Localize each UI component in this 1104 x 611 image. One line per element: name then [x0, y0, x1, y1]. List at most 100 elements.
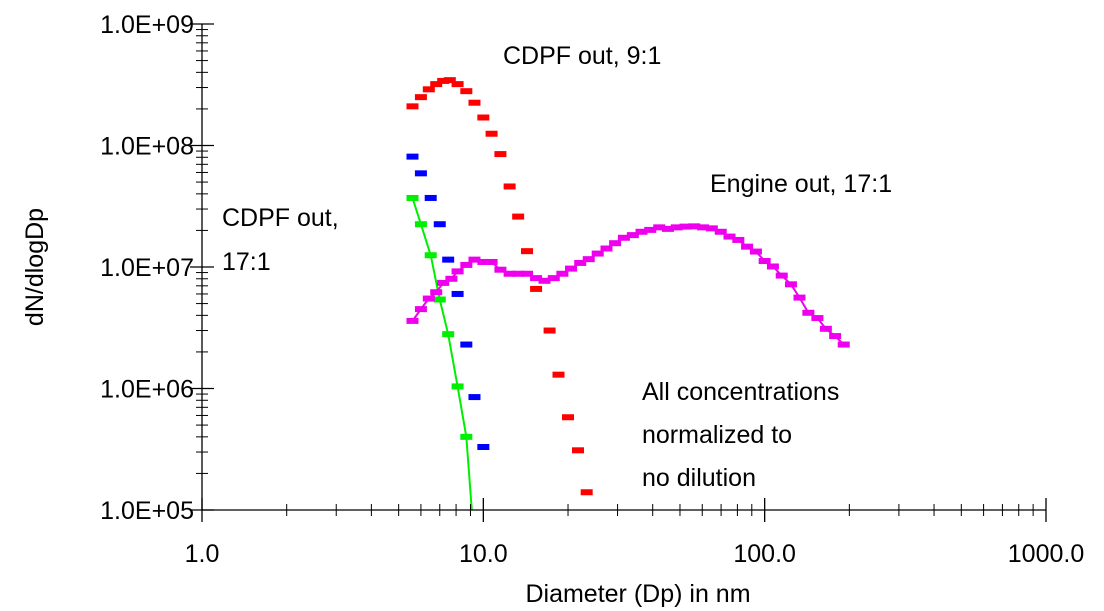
data-point [406, 317, 419, 324]
annotation-line: normalized to [642, 421, 792, 449]
data-point [468, 394, 481, 401]
data-point [556, 270, 569, 277]
data-point [705, 225, 718, 232]
data-point [406, 194, 419, 201]
data-point [503, 270, 516, 277]
data-point [802, 309, 815, 316]
x-tick-label: 10.0 [459, 540, 508, 568]
annotation-cdpf-9-1: CDPF out, 9:1 [503, 42, 661, 70]
data-point [451, 290, 464, 297]
annotation-line: no dilution [642, 464, 756, 492]
y-tick-label: 1.0E+05 [100, 497, 194, 525]
data-point [468, 256, 481, 263]
series-1 [406, 153, 490, 450]
data-point [477, 114, 490, 121]
data-point [445, 275, 458, 282]
data-point [414, 94, 427, 101]
data-point [714, 228, 727, 235]
series-3 [406, 223, 850, 348]
data-point [547, 275, 560, 282]
data-point [477, 258, 490, 265]
y-tick-label: 1.0E+08 [100, 133, 194, 161]
data-point [443, 77, 456, 84]
data-point [414, 306, 427, 313]
annotation-engine-out: Engine out, 17:1 [710, 170, 892, 198]
y-tick-label: 1.0E+07 [100, 254, 194, 282]
annotation-line: Engine out, 17:1 [710, 170, 892, 198]
data-point [723, 233, 736, 240]
data-point [437, 279, 450, 286]
y-axis-title: dN/dlogDp [21, 208, 49, 326]
data-point [580, 489, 593, 496]
x-tick-label: 100.0 [733, 540, 796, 568]
x-tick-label: 1000.0 [1008, 540, 1084, 568]
y-tick-label: 1.0E+06 [100, 376, 194, 404]
data-point [766, 263, 779, 270]
data-point [433, 296, 446, 303]
x-axis-title: Diameter (Dp) in nm [525, 580, 750, 608]
data-point [829, 333, 842, 340]
data-point [442, 331, 455, 338]
data-point [574, 259, 587, 266]
data-point [430, 289, 443, 296]
annotation-line: All concentrations [642, 378, 839, 406]
data-point [460, 88, 473, 95]
annotation-cdpf-17-1: CDPF out, 17:1 [222, 204, 339, 276]
data-point [635, 228, 648, 235]
data-point [582, 256, 595, 263]
annotation-normalized-note: All concentrations normalized to no diluti… [642, 378, 839, 492]
data-point [451, 81, 464, 88]
data-point [485, 258, 498, 265]
data-point [661, 225, 674, 232]
data-point [819, 325, 832, 332]
data-point [837, 341, 850, 348]
data-point [530, 275, 543, 282]
data-point [670, 224, 683, 231]
data-point [494, 266, 507, 273]
data-point [571, 447, 584, 454]
series-line [411, 225, 845, 346]
x-tick-label: 1.0 [185, 540, 220, 568]
y-tick-label: 1.0E+09 [100, 11, 194, 39]
data-point [512, 213, 525, 220]
data-point [460, 341, 473, 348]
data-point [758, 258, 771, 265]
data-point [749, 248, 762, 255]
data-point [414, 221, 427, 228]
data-point [617, 234, 630, 241]
data-point [494, 151, 507, 158]
data-point [609, 240, 622, 247]
data-point [406, 103, 419, 110]
data-point [591, 250, 604, 257]
data-point [697, 224, 710, 231]
series-line [411, 197, 473, 510]
data-point [430, 81, 443, 88]
data-point [530, 285, 543, 292]
data-point [422, 295, 435, 302]
data-point [414, 170, 427, 177]
data-point [485, 130, 498, 137]
data-point [775, 272, 788, 279]
series-0 [406, 77, 593, 496]
data-point [562, 414, 575, 421]
data-point [793, 294, 806, 301]
data-point [653, 224, 666, 231]
data-point [521, 248, 534, 255]
plot-area [406, 77, 850, 510]
data-point [437, 77, 450, 84]
data-point [442, 256, 455, 263]
data-point [732, 236, 745, 243]
data-point [468, 99, 481, 106]
data-point [741, 243, 754, 250]
data-point [512, 270, 525, 277]
annotation-line: CDPF out, 9:1 [503, 42, 661, 70]
data-point [422, 86, 435, 93]
data-point [460, 261, 473, 268]
data-point [477, 444, 490, 450]
data-point [600, 245, 613, 252]
data-point [451, 268, 464, 275]
data-point [543, 327, 556, 334]
annotation-line: CDPF out, [222, 204, 339, 232]
data-point [424, 252, 437, 259]
